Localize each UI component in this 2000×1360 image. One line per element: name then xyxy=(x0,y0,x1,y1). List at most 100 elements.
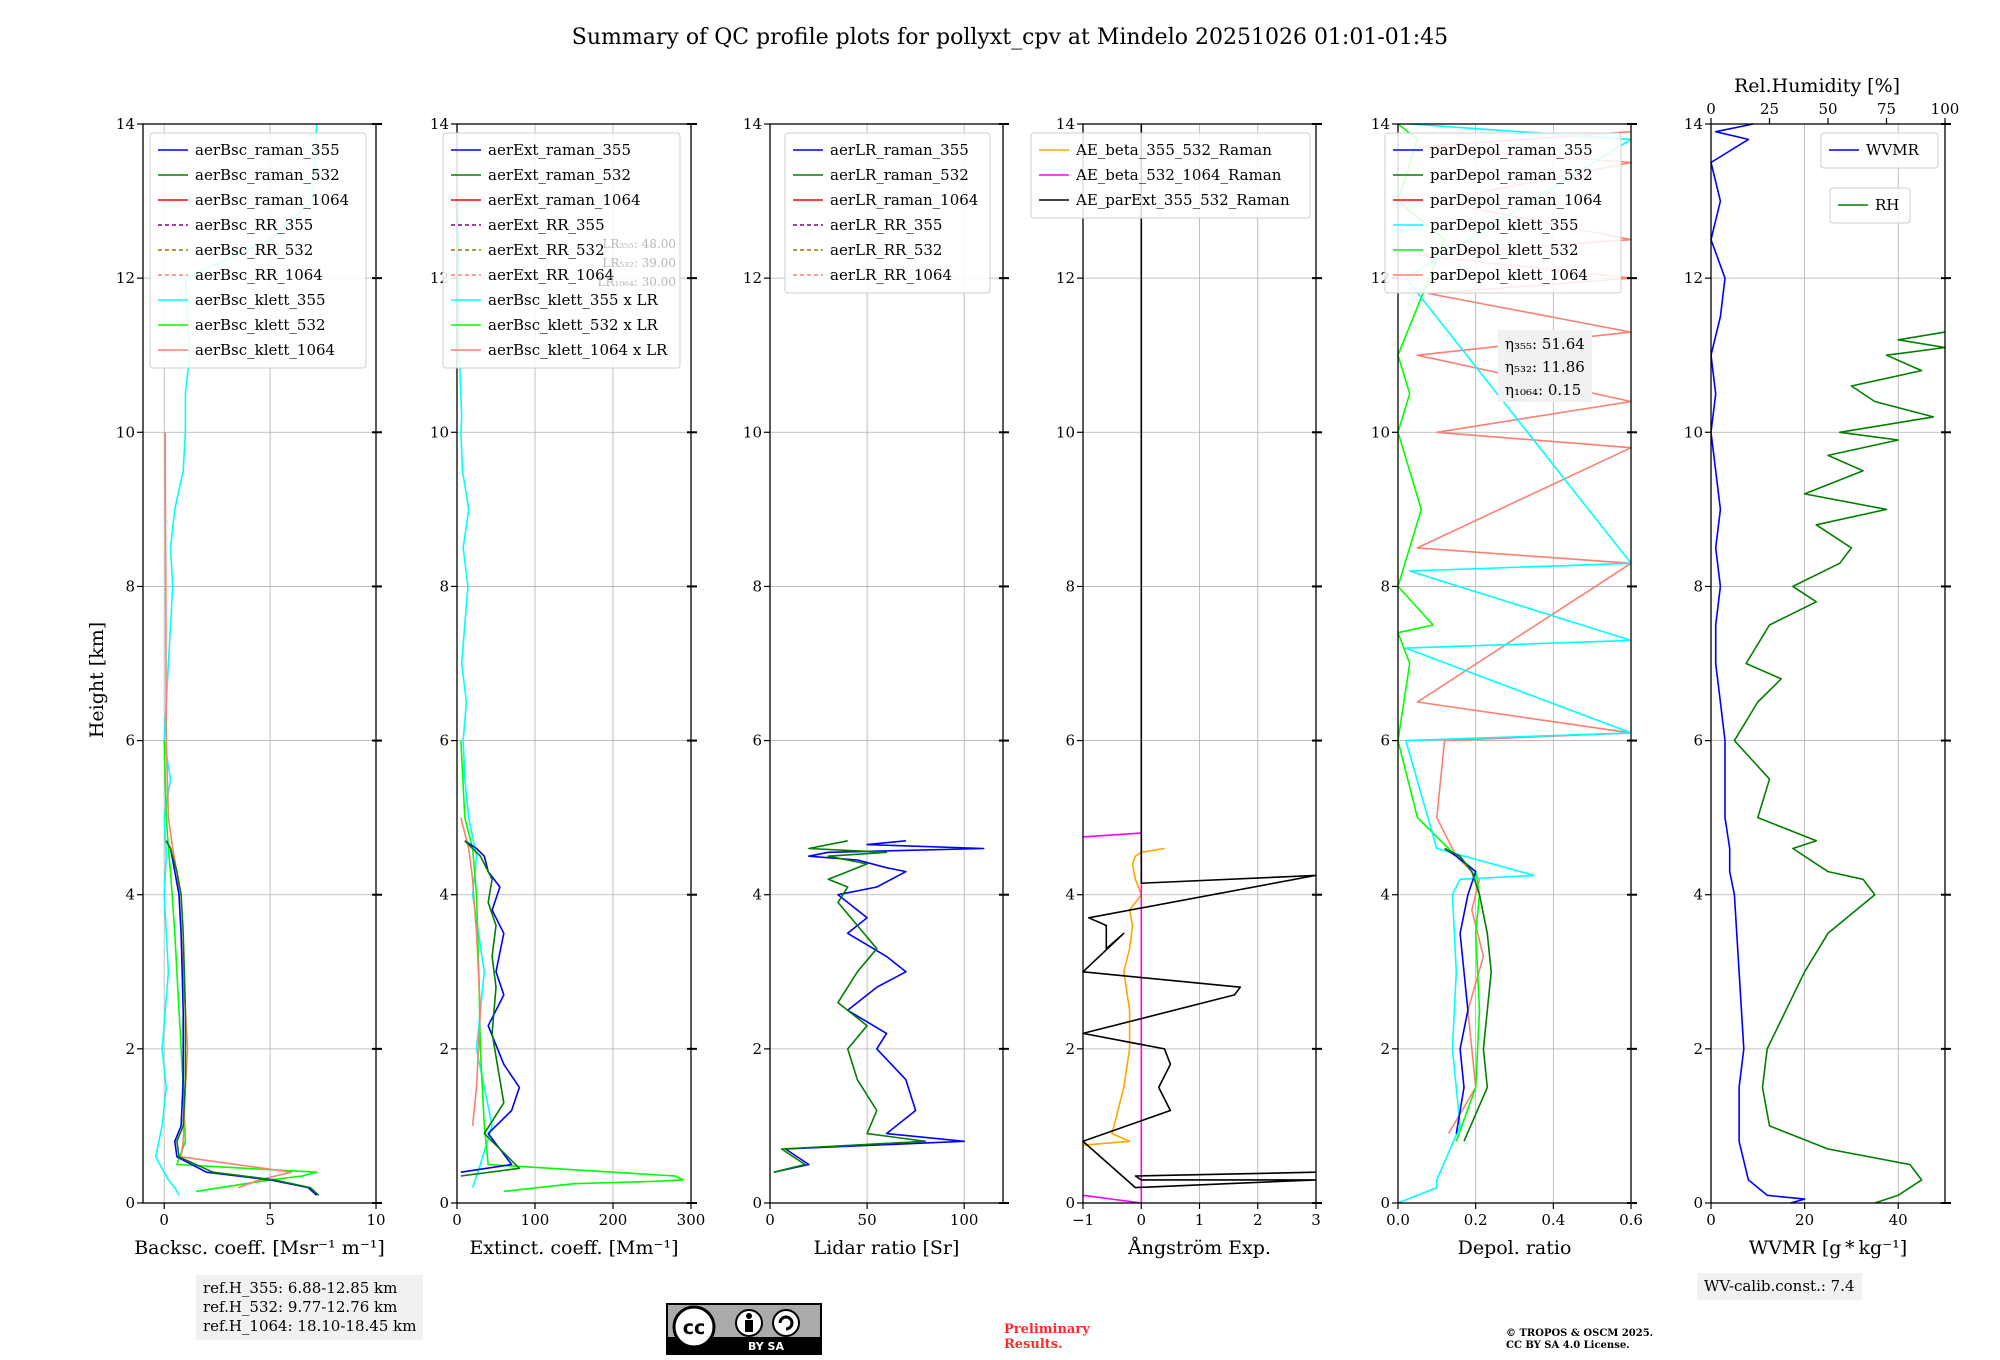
legend-label: aerExt_raman_355 xyxy=(488,141,631,159)
y-tick-label: 2 xyxy=(752,1040,762,1058)
series-group xyxy=(773,840,985,1173)
panel-lr: 0 2 4 6 8 10 12 14 0 50 100 Lidar ratio [Sr] aerLR_r… xyxy=(743,115,1009,1259)
x-axis-label: Lidar ratio [Sr] xyxy=(814,1237,960,1259)
eta-annotation: η₁₀₆₄: 0.15 xyxy=(1505,381,1581,399)
copyright-line1: © TROPOS & OSCM 2025. xyxy=(1506,1328,1654,1339)
legend-lr: aerLR_raman_355 aerLR_raman_532 aerLR_rama… xyxy=(784,132,991,294)
legend-label: aerBsc_klett_532 x LR xyxy=(488,316,659,334)
axes-frame xyxy=(769,123,1004,1204)
y-tick-label: 14 xyxy=(116,115,135,133)
x-tick-label: 100 xyxy=(950,1211,979,1229)
legend-label: aerBsc_klett_1064 x LR xyxy=(488,341,668,359)
legend-frame xyxy=(1820,132,1939,169)
y-tick-label: 8 xyxy=(752,577,762,595)
eta-annotation: η₅₃₂: 11.86 xyxy=(1505,358,1585,376)
x-tick-label: 3 xyxy=(1311,1211,1321,1229)
legend-label: aerBsc_klett_355 x LR xyxy=(488,291,659,309)
preliminary-line2: Results. xyxy=(1004,1337,1063,1352)
x-tick-label: 50 xyxy=(858,1211,877,1229)
y-tick-label: 4 xyxy=(752,886,762,904)
x-tick-label: 2 xyxy=(1253,1211,1263,1229)
y-tick-label: 10 xyxy=(430,423,449,441)
y-tick-label: 0 xyxy=(439,1194,449,1212)
ref-height-532: ref.H_532: 9.77-12.76 km xyxy=(203,1298,398,1316)
legend-frame xyxy=(1030,132,1311,219)
series-AE_parExt_355_532_Raman xyxy=(1082,124,1317,1189)
y-axis-label: Height [km] xyxy=(86,622,108,738)
x-axis-label: WVMR [g * kg⁻¹] xyxy=(1749,1237,1907,1259)
y-tick-label: 0 xyxy=(1380,1194,1390,1212)
axes-frame xyxy=(142,123,377,1204)
rh-axis-label: Rel.Humidity [%] xyxy=(1734,75,1900,97)
y-tick-label: 8 xyxy=(1693,577,1703,595)
x-tick-label: 0.6 xyxy=(1619,1211,1643,1229)
legend-label: aerBsc_RR_1064 xyxy=(195,266,323,284)
legend-label: aerBsc_klett_1064 xyxy=(195,341,335,359)
lr-annotation: LR₁₀₆₄: 30.00 xyxy=(598,275,676,289)
y-tick-label: 0 xyxy=(1693,1194,1703,1212)
x-tick-label: 0 xyxy=(452,1211,462,1229)
copyright-line2: CC BY SA 4.0 License. xyxy=(1506,1340,1630,1351)
legend-label: parDepol_raman_355 xyxy=(1430,141,1593,159)
y-tick-label: 8 xyxy=(439,577,449,595)
x-tick-label: 5 xyxy=(265,1211,275,1229)
y-tick-label: 6 xyxy=(752,732,762,750)
y-tick-label: 2 xyxy=(1693,1040,1703,1058)
legend-bsc: aerBsc_raman_355 aerBsc_raman_532 aerBsc_r… xyxy=(149,132,367,369)
legend-label: AE_parExt_355_532_Raman xyxy=(1075,191,1290,209)
legend-label: AE_beta_532_1064_Raman xyxy=(1075,166,1282,184)
y-tick-label: 2 xyxy=(1065,1040,1075,1058)
legend-label: aerBsc_raman_355 xyxy=(195,141,340,159)
legend-label: RH xyxy=(1875,196,1899,214)
panels: 0 2 4 6 8 10 12 14 0 5 10 Backsc. coeff. [Msr⁻¹ m⁻¹… xyxy=(116,100,1959,1259)
legend-frame xyxy=(1829,187,1911,224)
legend-frame xyxy=(442,132,681,369)
cc-mark-text: cc xyxy=(683,1317,706,1339)
series-aerLR_raman_355 xyxy=(773,840,985,1173)
y-tick-label: 0 xyxy=(1065,1194,1075,1212)
series-aerBsc_raman_532 xyxy=(165,840,320,1196)
legend-frame xyxy=(1384,132,1622,294)
ref-height-box: ref.H_355: 6.88-12.85 km ref.H_532: 9.77-… xyxy=(196,1275,424,1340)
x-axis-label: Backsc. coeff. [Msr⁻¹ m⁻¹] xyxy=(134,1237,385,1259)
x-tick-label: 40 xyxy=(1889,1211,1908,1229)
y-tick-label: 0 xyxy=(125,1194,135,1212)
y-tick-label: 0 xyxy=(752,1194,762,1212)
wv-calib-text: WV-calib.const.: 7.4 xyxy=(1704,1277,1855,1295)
legend-label: aerBsc_RR_355 xyxy=(195,216,313,234)
legend-label: aerLR_raman_532 xyxy=(830,166,969,184)
legend-wv-rh: RH xyxy=(1829,187,1911,224)
series-aerBsc_raman_355 xyxy=(165,840,318,1196)
x-axis-label: Ångström Exp. xyxy=(1127,1237,1271,1259)
cc-logo-icon: cc BY SA xyxy=(668,1305,820,1353)
legend-label: aerLR_raman_355 xyxy=(830,141,969,159)
legend-depol: parDepol_raman_355 parDepol_raman_532 parD… xyxy=(1384,132,1622,294)
lr-annotation: LR₅₃₂: 39.00 xyxy=(602,256,676,270)
series-WVMR xyxy=(1710,123,1806,1204)
y-tick-label: 4 xyxy=(1065,886,1075,904)
x-tick-label: 10 xyxy=(366,1211,385,1229)
legend-label: aerExt_RR_355 xyxy=(488,216,605,234)
series-aerBsc_klett_532 xyxy=(163,740,318,1193)
eta-box xyxy=(1498,330,1592,402)
preliminary-note: Preliminary Results. xyxy=(1004,1322,1090,1352)
y-tick-label: 12 xyxy=(116,269,135,287)
series-aerBsc_klett_1064 xyxy=(164,432,293,1189)
series-group xyxy=(1710,123,1946,1204)
copyright-note: © TROPOS & OSCM 2025. CC BY SA 4.0 Licens… xyxy=(1506,1328,1653,1352)
legend-label: aerBsc_raman_1064 xyxy=(195,191,349,209)
series-aerLR_raman_532 xyxy=(773,840,927,1173)
figure-title: Summary of QC profile plots for pollyxt_… xyxy=(572,25,1448,50)
legend-wv: WVMR xyxy=(1820,132,1939,169)
x2-tick-label: 50 xyxy=(1818,100,1837,118)
y-tick-label: 8 xyxy=(125,577,135,595)
y-tick-label: 14 xyxy=(430,115,449,133)
x-tick-label: −1 xyxy=(1072,1211,1094,1229)
x-tick-label: 100 xyxy=(521,1211,550,1229)
legend-label: aerLR_RR_355 xyxy=(830,216,942,234)
preliminary-line1: Preliminary xyxy=(1004,1322,1090,1337)
y-tick-label: 14 xyxy=(1684,115,1703,133)
x-tick-label: 0 xyxy=(1706,1211,1716,1229)
